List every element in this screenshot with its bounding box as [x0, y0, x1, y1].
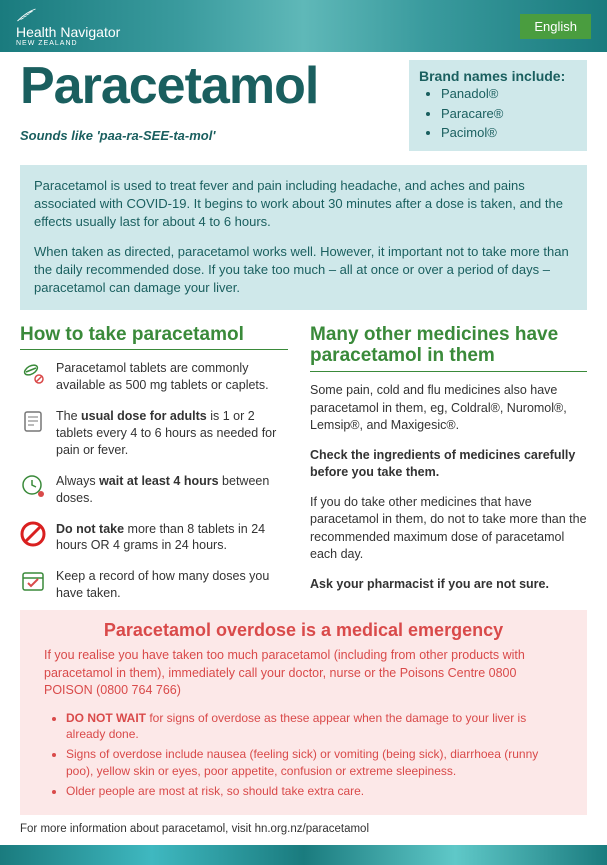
how-text: Paracetamol tablets are commonly availab… — [56, 360, 288, 394]
other-medicines-column: Many other medicines have paracetamol in… — [310, 324, 587, 602]
language-button[interactable]: English — [520, 14, 591, 39]
intro-p2: When taken as directed, paracetamol work… — [34, 243, 573, 298]
emergency-box: Paracetamol overdose is a medical emerge… — [20, 610, 587, 814]
calendar-icon — [20, 568, 46, 594]
document-body: Paracetamol Sounds like 'paa-ra-SEE-ta-m… — [0, 52, 607, 839]
emergency-bullet: Signs of overdose include nausea (feelin… — [66, 746, 563, 780]
other-p3: If you do take other medicines that have… — [310, 494, 587, 564]
how-heading: How to take paracetamol — [20, 324, 288, 351]
brands-list: Panadol® Paracare® Pacimol® — [441, 84, 577, 143]
how-text: Keep a record of how many doses you have… — [56, 568, 288, 602]
pronunciation: Sounds like 'paa-ra-SEE-ta-mol' — [20, 128, 397, 143]
header-bar: Health Navigator NEW ZEALAND English — [0, 0, 607, 52]
no-entry-icon — [20, 521, 46, 547]
brand-item: Paracare® — [441, 104, 577, 124]
emergency-bullet: DO NOT WAIT for signs of overdose as the… — [66, 710, 563, 744]
fern-icon — [16, 6, 46, 24]
other-heading: Many other medicines have paracetamol in… — [310, 324, 587, 373]
brand-item: Pacimol® — [441, 123, 577, 143]
title-row: Paracetamol Sounds like 'paa-ra-SEE-ta-m… — [20, 60, 587, 151]
pill-icon — [20, 360, 46, 386]
emergency-heading: Paracetamol overdose is a medical emerge… — [44, 620, 563, 641]
other-body: Some pain, cold and flu medicines also h… — [310, 382, 587, 593]
logo: Health Navigator NEW ZEALAND — [16, 6, 120, 47]
how-item: The usual dose for adults is 1 or 2 tabl… — [20, 408, 288, 459]
logo-main: Health Navigator — [16, 24, 120, 40]
how-item: Paracetamol tablets are commonly availab… — [20, 360, 288, 394]
page-title: Paracetamol — [20, 60, 397, 112]
clock-icon — [20, 473, 46, 499]
emergency-list: DO NOT WAIT for signs of overdose as the… — [66, 710, 563, 800]
brand-names-box: Brand names include: Panadol® Paracare® … — [409, 60, 587, 151]
more-info: For more information about paracetamol, … — [20, 823, 587, 835]
other-p4: Ask your pharmacist if you are not sure. — [310, 576, 587, 594]
how-text: Do not take more than 8 tablets in 24 ho… — [56, 521, 288, 555]
logo-sub: NEW ZEALAND — [16, 40, 120, 47]
other-p2: Check the ingredients of medicines caref… — [310, 447, 587, 482]
how-item: Keep a record of how many doses you have… — [20, 568, 288, 602]
how-item: Always wait at least 4 hours between dos… — [20, 473, 288, 507]
emergency-lead: If you realise you have taken too much p… — [44, 647, 563, 700]
emergency-bullet: Older people are most at risk, so should… — [66, 783, 563, 800]
other-p1: Some pain, cold and flu medicines also h… — [310, 382, 587, 435]
brands-heading: Brand names include: — [419, 68, 577, 84]
how-to-column: How to take paracetamol Paracetamol tabl… — [20, 324, 288, 602]
intro-p1: Paracetamol is used to treat fever and p… — [34, 177, 573, 232]
how-text: The usual dose for adults is 1 or 2 tabl… — [56, 408, 288, 459]
brand-item: Panadol® — [441, 84, 577, 104]
two-column-section: How to take paracetamol Paracetamol tabl… — [20, 324, 587, 602]
document-icon — [20, 408, 46, 434]
intro-box: Paracetamol is used to treat fever and p… — [20, 165, 587, 310]
footer-strip — [0, 845, 607, 865]
title-column: Paracetamol Sounds like 'paa-ra-SEE-ta-m… — [20, 60, 397, 151]
how-item: Do not take more than 8 tablets in 24 ho… — [20, 521, 288, 555]
how-text: Always wait at least 4 hours between dos… — [56, 473, 288, 507]
